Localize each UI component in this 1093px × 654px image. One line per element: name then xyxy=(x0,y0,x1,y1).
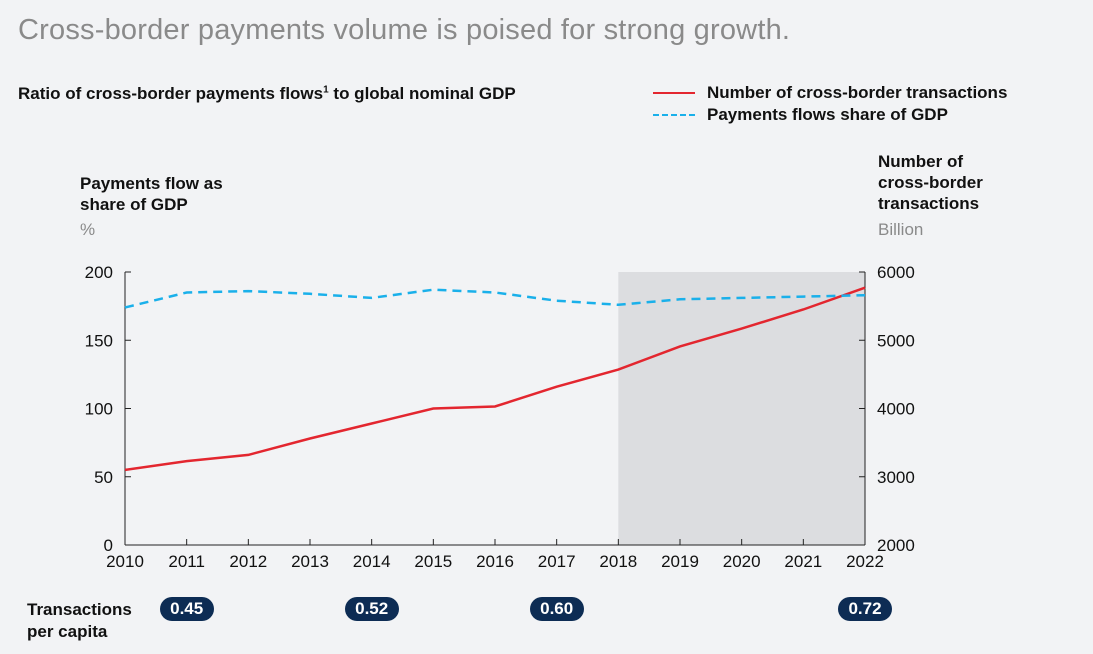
per-capita-badge: 0.72 xyxy=(838,597,892,621)
x-tick-label: 2010 xyxy=(106,552,144,571)
page-title: Cross-border payments volume is poised f… xyxy=(18,14,791,46)
x-tick-label: 2012 xyxy=(229,552,267,571)
legend-label: Payments flows share of GDP xyxy=(707,105,948,124)
left-axis-unit: % xyxy=(80,220,96,239)
right-y-tick-label: 6000 xyxy=(877,263,915,282)
x-tick-label: 2021 xyxy=(784,552,822,571)
per-capita-label-line: per capita xyxy=(27,622,108,641)
x-tick-label: 2017 xyxy=(538,552,576,571)
x-tick-label: 2019 xyxy=(661,552,699,571)
x-tick-label: 2016 xyxy=(476,552,514,571)
x-tick-label: 2013 xyxy=(291,552,329,571)
chart-subtitle: Ratio of cross-border payments flows1 to… xyxy=(18,84,516,104)
legend-item-share-of-gdp: Payments flows share of GDP xyxy=(653,104,1007,126)
subtitle-text: Ratio of cross-border payments flows xyxy=(18,84,324,103)
left-axis-title-line: Payments flow as xyxy=(80,174,223,193)
right-axis-title: Number of cross-border transactions xyxy=(878,151,1078,214)
right-axis-unit: Billion xyxy=(878,220,924,239)
x-tick-label: 2014 xyxy=(353,552,391,571)
right-axis-title-line: transactions xyxy=(878,194,980,213)
right-y-tick-label: 2000 xyxy=(877,536,915,555)
left-y-tick-label: 200 xyxy=(85,263,113,282)
left-y-tick-label: 0 xyxy=(104,536,113,555)
subtitle-text-after: to global nominal GDP xyxy=(328,84,516,103)
per-capita-badge: 0.45 xyxy=(159,597,214,621)
per-capita-badge: 0.60 xyxy=(529,597,584,621)
per-capita-label: Transactions per capita xyxy=(27,599,167,643)
x-tick-label: 2020 xyxy=(723,552,761,571)
left-y-tick-label: 150 xyxy=(85,331,113,350)
x-tick-label: 2018 xyxy=(599,552,637,571)
chart-legend: Number of cross-border transactions Paym… xyxy=(653,82,1007,126)
x-tick-label: 2022 xyxy=(846,552,884,571)
forecast-shading xyxy=(618,272,865,545)
x-tick-label: 2015 xyxy=(414,552,452,571)
legend-swatch-dashed xyxy=(653,114,695,116)
footnote-marker: 1 xyxy=(323,84,329,96)
left-y-tick-label: 100 xyxy=(85,400,113,419)
per-capita-label-line: Transactions xyxy=(27,600,132,619)
left-axis-title: Payments flow as share of GDP xyxy=(80,173,280,215)
x-tick-label: 2011 xyxy=(168,552,205,571)
legend-label: Number of cross-border transactions xyxy=(707,83,1008,102)
right-y-tick-label: 3000 xyxy=(877,468,915,487)
right-axis-title-line: Number of xyxy=(878,152,963,171)
left-y-tick-label: 50 xyxy=(94,468,113,487)
right-y-tick-label: 5000 xyxy=(877,331,915,350)
right-y-tick-label: 4000 xyxy=(877,400,915,419)
left-axis-title-line: share of GDP xyxy=(80,195,188,214)
legend-item-transactions: Number of cross-border transactions xyxy=(653,82,1007,104)
right-axis-title-line: cross-border xyxy=(878,173,983,192)
per-capita-badge: 0.52 xyxy=(344,597,399,621)
legend-swatch-solid xyxy=(653,92,695,94)
